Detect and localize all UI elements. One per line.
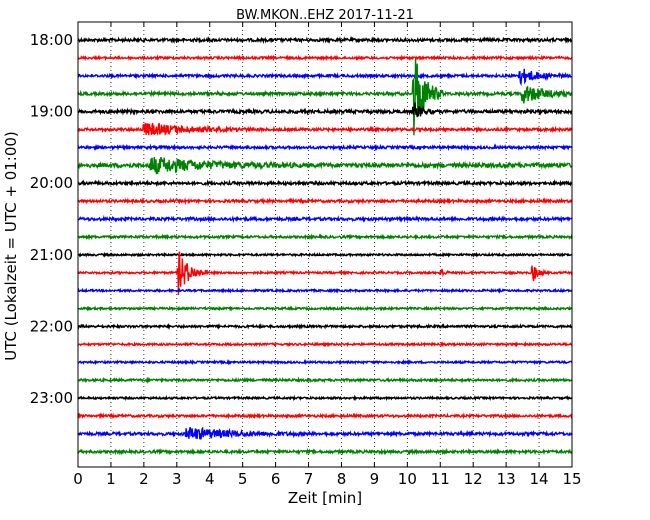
x-tick-label: 13 xyxy=(497,470,516,488)
x-tick-label: 9 xyxy=(370,470,380,488)
y-tick-label: 23:00 xyxy=(30,389,73,407)
y-tick-label: 20:00 xyxy=(30,174,73,192)
y-tick-label: 22:00 xyxy=(30,317,73,335)
trace-1900 xyxy=(77,102,573,118)
x-tick-label: 6 xyxy=(271,470,281,488)
trace-2345 xyxy=(77,447,573,456)
x-tick-label: 3 xyxy=(172,470,182,488)
x-tick-label: 11 xyxy=(431,470,450,488)
y-tick-label: 18:00 xyxy=(30,31,73,49)
trace-1930 xyxy=(77,143,573,152)
trace-2330 xyxy=(77,426,573,440)
trace-1800 xyxy=(77,35,573,45)
x-tick-label: 4 xyxy=(205,470,215,488)
y-axis-ticks: 18:00 19:00 20:00 21:00 22:00 23:00 xyxy=(30,31,572,407)
trace-1915 xyxy=(77,122,573,137)
trace-1845 xyxy=(77,58,573,136)
x-axis-label: Zeit [min] xyxy=(288,489,362,507)
x-axis-ticks: 0 1 2 3 4 5 6 7 8 9 10 11 12 13 14 15 xyxy=(73,22,582,488)
trace-group xyxy=(77,35,573,456)
x-tick-label: 12 xyxy=(464,470,483,488)
plot-area xyxy=(78,22,572,467)
y-tick-label: 21:00 xyxy=(30,246,73,264)
x-tick-label: 0 xyxy=(73,470,83,488)
x-tick-label: 2 xyxy=(139,470,149,488)
trace-2245 xyxy=(77,376,573,384)
y-axis-label: UTC (Lokalzeit = UTC + 01:00) xyxy=(2,131,20,361)
x-tick-label: 8 xyxy=(337,470,347,488)
trace-2300 xyxy=(77,394,573,402)
x-tick-label: 1 xyxy=(106,470,116,488)
trace-1830 xyxy=(77,68,573,87)
trace-2215 xyxy=(77,341,573,348)
trace-2115 xyxy=(77,251,573,296)
trace-2100 xyxy=(77,251,573,258)
trace-2145 xyxy=(77,305,573,312)
y-tick-label: 19:00 xyxy=(30,103,73,121)
trace-2230 xyxy=(77,358,573,366)
x-tick-label: 7 xyxy=(304,470,314,488)
trace-2200 xyxy=(77,322,573,331)
trace-2315 xyxy=(77,412,573,420)
trace-1815 xyxy=(77,54,573,62)
trace-2030 xyxy=(77,214,573,224)
x-tick-label: 14 xyxy=(530,470,549,488)
trace-1945 xyxy=(77,156,573,175)
x-tick-label: 15 xyxy=(562,470,581,488)
plot-frame xyxy=(77,21,573,468)
trace-2015 xyxy=(77,197,573,205)
trace-2130 xyxy=(77,287,573,294)
chart-title: BW.MKON..EHZ 2017-11-21 xyxy=(236,8,414,23)
x-tick-label: 10 xyxy=(398,470,417,488)
trace-2000 xyxy=(77,178,573,188)
trace-2045 xyxy=(77,233,573,241)
x-tick-label: 5 xyxy=(238,470,248,488)
